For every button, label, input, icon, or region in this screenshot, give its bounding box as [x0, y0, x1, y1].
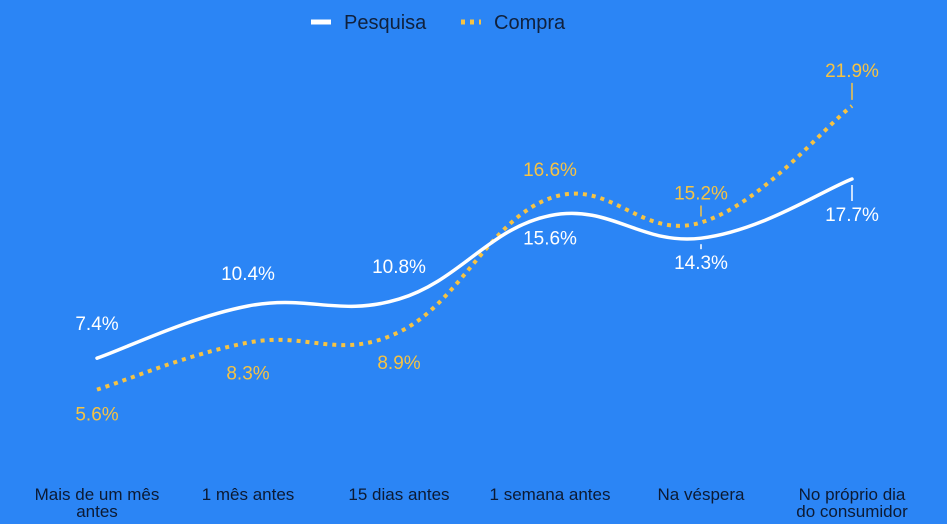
- category-label-3: 1 semana antes: [490, 485, 611, 504]
- data-label-compra-3: 16.6%: [523, 160, 577, 181]
- series-lines: [95, 104, 854, 392]
- data-label-pesquisa-0: 7.4%: [75, 314, 118, 335]
- category-label-2: 15 dias antes: [348, 485, 449, 504]
- data-label-pesquisa-3: 15.6%: [523, 229, 577, 250]
- legend-label-pesquisa: Pesquisa: [344, 12, 427, 34]
- x-axis-category-labels: Mais de um mês antes 1 mês antes 15 dias an…: [35, 485, 908, 521]
- category-label-1: 1 mês antes: [202, 485, 295, 504]
- data-label-pesquisa-1: 10.4%: [221, 264, 275, 285]
- data-label-compra-4: 15.2%: [674, 184, 728, 205]
- series-line-compra: [96, 104, 854, 392]
- data-label-pesquisa-2: 10.8%: [372, 257, 426, 278]
- series-line-pesquisa: [95, 177, 854, 360]
- data-labels: 7.4% 10.4% 10.8% 15.6% 14.3% 17.7% 5.6% 8.3% 8.9…: [75, 61, 879, 426]
- data-label-compra-0: 5.6%: [75, 405, 118, 426]
- legend: Pesquisa Compra: [311, 12, 566, 34]
- category-label-5: No próprio dia do consumidor: [796, 485, 908, 521]
- data-label-compra-2: 8.9%: [377, 353, 420, 374]
- category-label-4: Na véspera: [658, 485, 745, 504]
- legend-item-compra[interactable]: Compra: [461, 12, 566, 34]
- label-leader-lines: [700, 82, 853, 250]
- legend-item-pesquisa[interactable]: Pesquisa: [311, 12, 427, 34]
- category-label-0: Mais de um mês antes: [35, 485, 160, 521]
- data-label-pesquisa-4: 14.3%: [674, 253, 728, 274]
- legend-label-compra: Compra: [494, 12, 566, 34]
- data-label-pesquisa-5: 17.7%: [825, 205, 879, 226]
- data-label-compra-1: 8.3%: [226, 364, 269, 385]
- data-label-compra-5: 21.9%: [825, 61, 879, 82]
